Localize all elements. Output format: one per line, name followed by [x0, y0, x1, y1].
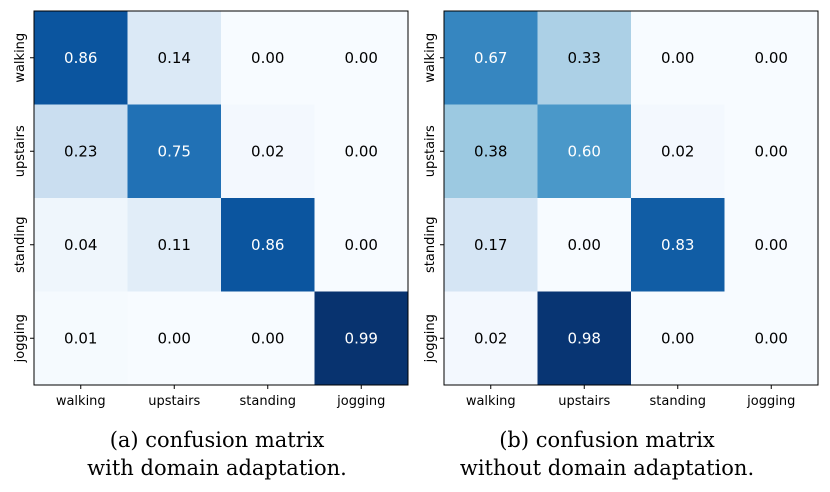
cell-label-b-0-3: 0.00 — [755, 49, 788, 67]
cell-label-b-2-0: 0.17 — [474, 236, 507, 254]
heatmap-cell-b-2-2 — [631, 198, 725, 292]
cell-label-b-3-2: 0.00 — [661, 329, 694, 347]
y-tick-label-b-0: walking — [423, 33, 438, 83]
cell-label-b-3-1: 0.98 — [568, 329, 601, 347]
cell-label-b-3-0: 0.02 — [474, 329, 507, 347]
cell-label-b-3-3: 0.00 — [755, 329, 788, 347]
x-tick-label-b-0: walking — [466, 394, 516, 409]
cell-label-a-0-3: 0.00 — [345, 49, 378, 67]
plot-frame-b — [443, 10, 819, 386]
cell-label-b-1-3: 0.00 — [755, 142, 788, 160]
caption-a: (a) confusion matrix with domain adaptat… — [22, 426, 412, 482]
y-tick-label-b-2: standing — [423, 217, 438, 273]
heatmap-cell-a-2-1 — [127, 198, 222, 292]
heatmap-cell-b-1-2 — [631, 104, 725, 199]
cell-label-a-0-2: 0.00 — [251, 49, 284, 67]
heatmap-cell-b-0-3 — [724, 11, 819, 105]
heatmap-cell-b-3-0 — [444, 291, 538, 386]
heatmap-cell-b-3-1 — [537, 291, 632, 386]
heatmap-cell-b-0-1 — [537, 11, 632, 105]
plot-frame-a — [33, 10, 409, 386]
heatmap-cell-b-1-3 — [724, 104, 819, 199]
cell-label-b-2-2: 0.83 — [661, 236, 694, 254]
heatmap-cell-b-1-1 — [537, 104, 632, 199]
heatmap-cell-a-3-3 — [314, 291, 409, 386]
heatmap-cell-a-1-3 — [314, 104, 409, 199]
x-tick-label-b-1: upstairs — [558, 394, 610, 409]
cell-label-a-3-0: 0.01 — [64, 329, 97, 347]
caption-b-line2: without domain adaptation. — [459, 456, 755, 480]
cell-label-b-1-1: 0.60 — [568, 142, 601, 160]
cell-label-b-1-0: 0.38 — [474, 142, 507, 160]
cell-label-a-0-0: 0.86 — [64, 49, 97, 67]
x-tick-label-b-3: jogging — [746, 394, 795, 409]
caption-a-line2: with domain adaptation. — [87, 456, 347, 480]
heatmap-cell-b-2-3 — [724, 198, 819, 292]
cell-label-a-1-1: 0.75 — [158, 142, 191, 160]
y-tick-label-b-3: jogging — [423, 314, 438, 363]
heatmap-cell-a-1-0 — [34, 104, 128, 199]
cell-label-a-2-2: 0.86 — [251, 236, 284, 254]
cell-label-a-1-3: 0.00 — [345, 142, 378, 160]
x-tick-label-a-0: walking — [56, 394, 106, 409]
cell-label-a-2-1: 0.11 — [158, 236, 191, 254]
cell-label-a-2-0: 0.04 — [64, 236, 97, 254]
cell-label-a-3-3: 0.99 — [345, 329, 378, 347]
cell-label-a-3-1: 0.00 — [158, 329, 191, 347]
x-tick-label-a-1: upstairs — [148, 394, 200, 409]
y-tick-label-a-0: walking — [13, 33, 28, 83]
heatmap-panel-b: 0.67 0.33 0.00 0.00 0.38 0.60 0.02 0.00 0.17 0.00… — [423, 10, 819, 409]
cell-label-b-2-3: 0.00 — [755, 236, 788, 254]
figure: 0.86 0.14 0.00 0.00 0.23 0.75 0.02 0.00 0.04 0.11… — [13, 10, 819, 409]
heatmap-cell-a-0-1 — [127, 11, 222, 105]
y-tick-label-a-2: standing — [13, 217, 28, 273]
y-tick-label-a-1: upstairs — [13, 125, 28, 177]
cell-label-a-0-1: 0.14 — [158, 49, 191, 67]
cell-label-b-0-2: 0.00 — [661, 49, 694, 67]
caption-b-line1: (b) confusion matrix — [499, 428, 715, 452]
cell-label-b-1-2: 0.02 — [661, 142, 694, 160]
heatmap-cell-b-0-2 — [631, 11, 725, 105]
heatmap-cell-a-2-3 — [314, 198, 409, 292]
heatmap-cell-b-3-2 — [631, 291, 725, 386]
heatmap-panel-a: 0.86 0.14 0.00 0.00 0.23 0.75 0.02 0.00 0.04 0.11… — [13, 10, 409, 409]
cell-label-b-0-1: 0.33 — [568, 49, 601, 67]
cell-label-a-3-2: 0.00 — [251, 329, 284, 347]
heatmap-cell-a-3-1 — [127, 291, 222, 386]
heatmap-cell-b-1-0 — [444, 104, 538, 199]
cell-label-a-1-2: 0.02 — [251, 142, 284, 160]
caption-a-line1: (a) confusion matrix — [109, 428, 325, 452]
heatmap-cell-a-3-0 — [34, 291, 128, 386]
heatmap-cell-a-3-2 — [221, 291, 315, 386]
y-tick-label-b-1: upstairs — [423, 125, 438, 177]
x-tick-label-a-2: standing — [240, 394, 296, 409]
heatmap-cell-a-0-2 — [221, 11, 315, 105]
heatmap-cell-b-3-3 — [724, 291, 819, 386]
heatmap-cell-a-1-1 — [127, 104, 222, 199]
heatmap-cell-a-1-2 — [221, 104, 315, 199]
cell-label-a-2-3: 0.00 — [345, 236, 378, 254]
heatmap-cell-a-0-3 — [314, 11, 409, 105]
x-tick-label-a-3: jogging — [336, 394, 385, 409]
x-tick-label-b-2: standing — [650, 394, 706, 409]
cell-label-b-0-0: 0.67 — [474, 49, 507, 67]
cell-label-a-1-0: 0.23 — [64, 142, 97, 160]
y-tick-label-a-3: jogging — [13, 314, 28, 363]
heatmap-cell-b-2-1 — [537, 198, 632, 292]
caption-b: (b) confusion matrix without domain adap… — [412, 426, 802, 482]
heatmap-cell-b-2-0 — [444, 198, 538, 292]
heatmap-cell-a-0-0 — [34, 11, 128, 105]
heatmap-cell-a-2-2 — [221, 198, 315, 292]
heatmap-cell-b-0-0 — [444, 11, 538, 105]
heatmap-cell-a-2-0 — [34, 198, 128, 292]
cell-label-b-2-1: 0.00 — [568, 236, 601, 254]
